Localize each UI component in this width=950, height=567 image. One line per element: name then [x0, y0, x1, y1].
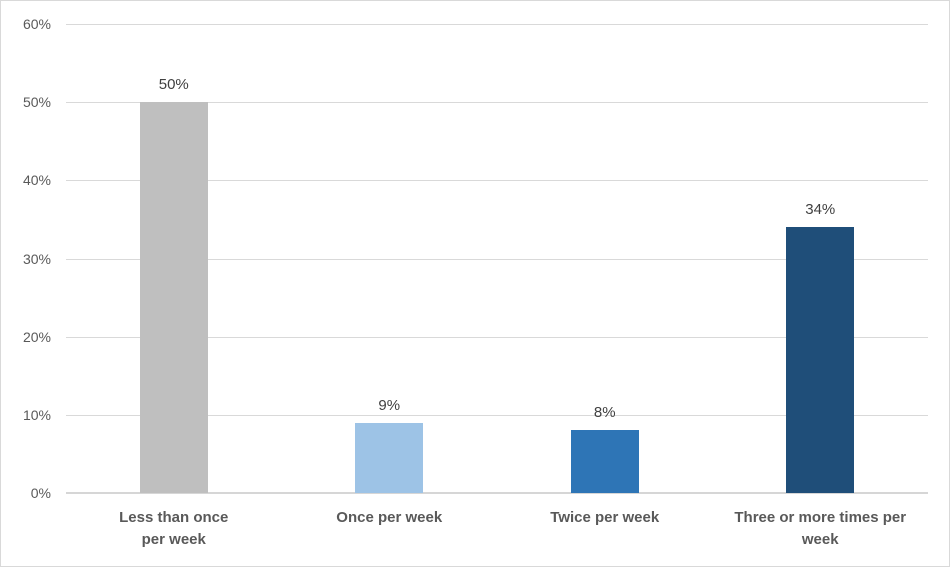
x-axis-line	[66, 492, 928, 494]
bar-value-label: 8%	[593, 404, 616, 422]
x-axis-category-label: Less than once per week	[119, 509, 229, 548]
gridline-20%	[66, 336, 928, 338]
y-axis-tick-label: 60%	[22, 16, 51, 32]
gridline-60%	[66, 24, 928, 25]
y-axis-tick-label: 30%	[22, 250, 51, 267]
bar-less-than-once-per-week	[139, 102, 208, 493]
x-axis-category-label: Once per week	[336, 509, 443, 526]
gridline-30%	[66, 258, 928, 260]
bar-three-or-more-times-per-week	[786, 227, 855, 493]
y-axis-tick-label: 40%	[22, 172, 51, 189]
gridline-50%	[66, 102, 928, 104]
x-axis-category-label: Three or more times per week	[734, 509, 907, 548]
y-axis-tick-label: 20%	[22, 328, 51, 345]
bar-value-label: 34%	[805, 201, 836, 219]
y-axis-tick-label: 50%	[22, 94, 51, 111]
x-axis-category-label: Twice per week	[550, 509, 660, 526]
bar-twice-per-week	[570, 430, 639, 493]
gridline-40%	[66, 180, 928, 182]
bar-value-label: 9%	[378, 396, 401, 414]
gridline-10%	[66, 414, 928, 416]
y-axis-tick-label: 10%	[22, 406, 51, 423]
bar-value-label: 50%	[158, 76, 189, 94]
y-axis-tick-label: 0%	[30, 485, 51, 501]
bar-once-per-week	[355, 422, 424, 493]
